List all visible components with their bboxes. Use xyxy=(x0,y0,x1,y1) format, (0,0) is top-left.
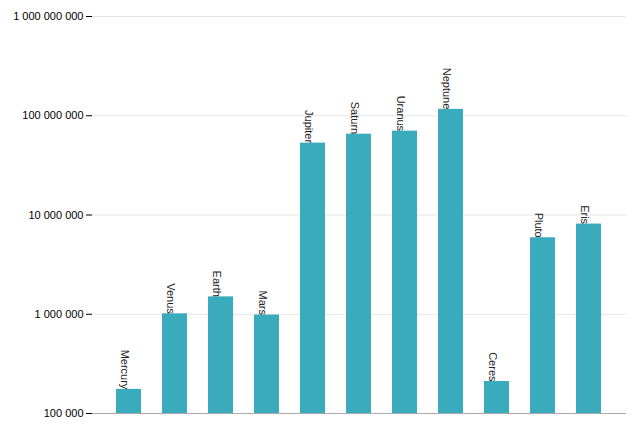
svg-text:Mercury: Mercury xyxy=(119,350,131,390)
svg-text:Uranus: Uranus xyxy=(395,96,407,132)
svg-text:Neptune: Neptune xyxy=(441,68,453,110)
svg-text:1 000 000 000: 1 000 000 000 xyxy=(13,10,83,22)
svg-text:10 000 000: 10 000 000 xyxy=(28,209,83,221)
svg-text:Saturn: Saturn xyxy=(349,102,361,134)
svg-text:100 000 000: 100 000 000 xyxy=(22,109,83,121)
svg-text:Earth: Earth xyxy=(211,271,223,297)
svg-text:100 000: 100 000 xyxy=(44,407,84,419)
svg-text:Pluto: Pluto xyxy=(533,213,545,238)
svg-text:Ceres: Ceres xyxy=(487,352,499,382)
svg-text:Mars: Mars xyxy=(257,291,269,316)
svg-text:1 000 000: 1 000 000 xyxy=(35,308,84,320)
svg-text:Jupiter: Jupiter xyxy=(303,110,315,143)
svg-text:Venus: Venus xyxy=(165,283,177,314)
svg-text:Eris: Eris xyxy=(579,205,591,224)
